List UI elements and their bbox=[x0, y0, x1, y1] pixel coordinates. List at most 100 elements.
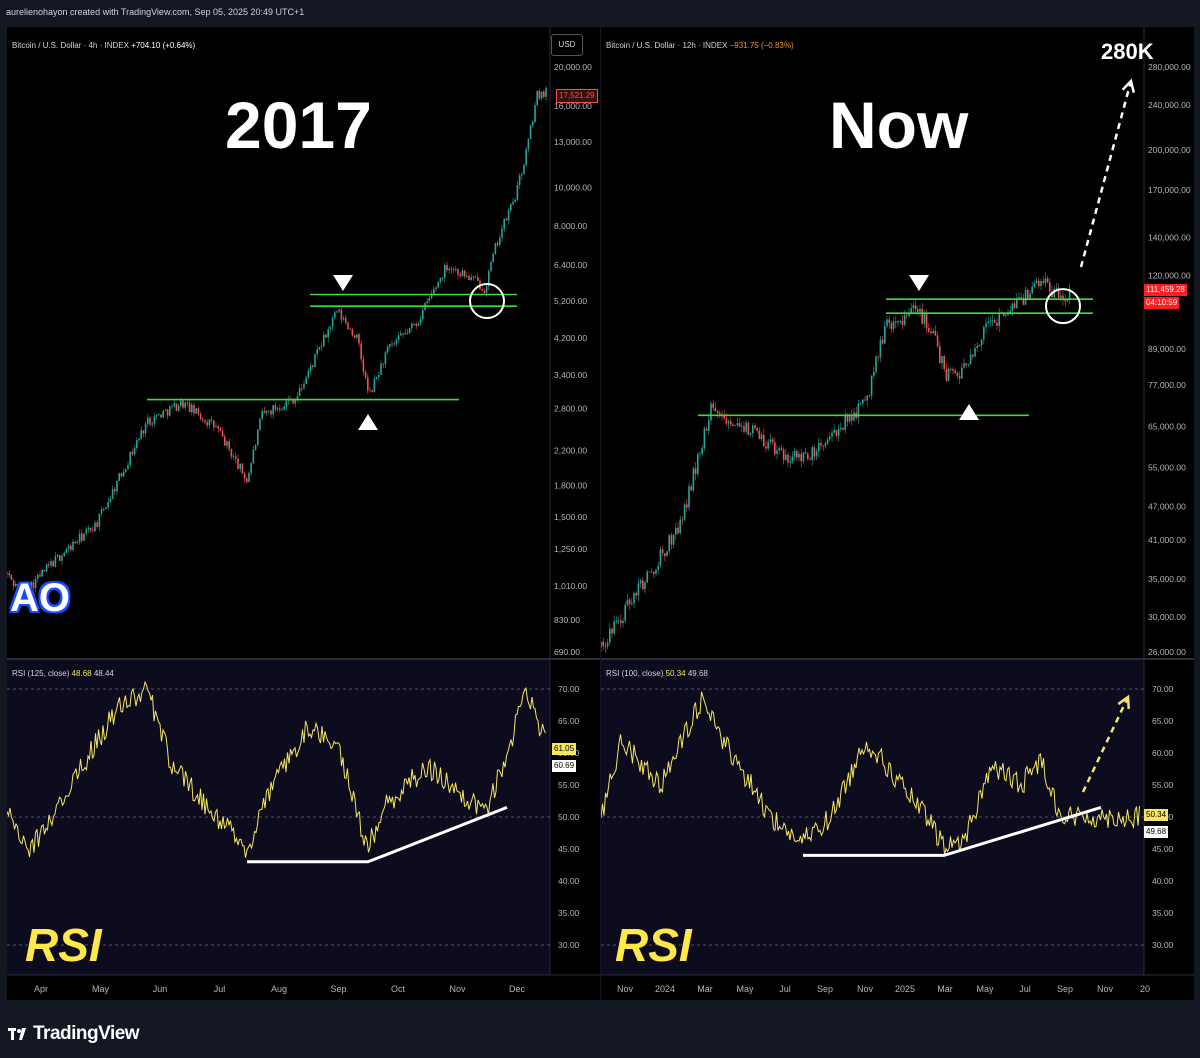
price-axis-label: 6,400.00 bbox=[554, 260, 587, 270]
candle-body bbox=[384, 352, 387, 365]
retest-circle-marker bbox=[1045, 288, 1081, 325]
candle-body bbox=[681, 519, 684, 521]
chart-panel-2017[interactable]: 20,000.00 16,000.00 13,000.00 10,000.00 8,00… bbox=[7, 27, 600, 1000]
candle-body bbox=[61, 555, 63, 561]
price-axis-label: 240,000.00 bbox=[1148, 100, 1191, 110]
candle-body bbox=[1035, 280, 1038, 284]
candle-body bbox=[19, 588, 21, 592]
candle-body bbox=[840, 428, 842, 430]
candle-body bbox=[56, 554, 59, 557]
candle-body bbox=[45, 564, 48, 572]
time-axis-label: Nov bbox=[449, 984, 466, 994]
candle-body bbox=[248, 472, 250, 483]
time-axis-label: Aug bbox=[271, 984, 287, 994]
candle-body bbox=[173, 403, 175, 407]
tradingview-logo[interactable]: TradingView bbox=[8, 1023, 140, 1045]
candle-body bbox=[180, 400, 182, 406]
candle-body bbox=[162, 410, 164, 418]
time-axis-label: Apr bbox=[34, 984, 48, 994]
candle-body bbox=[820, 442, 822, 446]
candle-body bbox=[780, 448, 783, 450]
candle-body bbox=[177, 405, 180, 411]
candle-body bbox=[1038, 280, 1040, 287]
candle-body bbox=[716, 411, 719, 413]
candle-body bbox=[941, 356, 943, 364]
candle-body bbox=[859, 403, 862, 405]
candle-body bbox=[668, 535, 670, 552]
price-axis-label: 280,000.00 bbox=[1148, 62, 1191, 72]
symbol-legend: Bitcoin / U.S. Dollar · 4h · INDEX +704.… bbox=[12, 41, 195, 50]
time-axis-label: 2025 bbox=[895, 984, 915, 994]
time-axis-label: Dec bbox=[509, 984, 526, 994]
candle-body bbox=[763, 434, 765, 447]
candle-body bbox=[1055, 287, 1058, 289]
candle-body bbox=[670, 535, 673, 545]
candle-body bbox=[701, 447, 703, 454]
candle-body bbox=[342, 318, 345, 320]
candle-body bbox=[243, 473, 246, 479]
candle-body bbox=[994, 320, 996, 323]
candle-body bbox=[43, 569, 46, 572]
candle-body bbox=[1057, 287, 1060, 298]
candle-body bbox=[697, 453, 699, 474]
candle-body bbox=[41, 569, 43, 577]
candle-body bbox=[710, 403, 712, 421]
candle-body bbox=[327, 329, 329, 338]
candle-body bbox=[523, 164, 525, 175]
candle-body bbox=[967, 364, 970, 366]
candle-body bbox=[213, 420, 215, 428]
price-axis-label: 77,000.00 bbox=[1148, 380, 1186, 390]
candle-body bbox=[793, 451, 796, 457]
candle-body bbox=[983, 327, 985, 340]
candle-body bbox=[688, 486, 690, 508]
candle-body bbox=[48, 564, 50, 566]
candle-body bbox=[928, 328, 930, 332]
candle-body bbox=[323, 334, 325, 347]
price-axis-label: 65,000.00 bbox=[1148, 421, 1186, 431]
candle-body bbox=[514, 199, 516, 202]
candle-body bbox=[866, 395, 868, 401]
candle-body bbox=[708, 420, 710, 431]
candle-body bbox=[477, 277, 479, 281]
candle-body bbox=[30, 582, 32, 592]
candle-body bbox=[331, 317, 334, 327]
candle-body bbox=[1027, 289, 1029, 300]
candle-body bbox=[507, 210, 510, 221]
time-axis-label: Jun bbox=[153, 984, 168, 994]
candle-body bbox=[815, 451, 818, 457]
currency-button[interactable]: USD bbox=[551, 34, 583, 56]
candle-body bbox=[274, 405, 277, 410]
chart-canvas-now[interactable]: 280,000.00 240,000.00 200,000.00 170,000.00… bbox=[601, 27, 1194, 1000]
candle-body bbox=[118, 473, 120, 481]
candle-body bbox=[771, 439, 774, 443]
last-price-tag: 17,521.29 bbox=[556, 89, 598, 103]
candle-body bbox=[369, 390, 371, 392]
candle-body bbox=[408, 327, 411, 334]
candle-body bbox=[131, 451, 134, 455]
candle-body bbox=[292, 399, 294, 404]
candle-body bbox=[714, 407, 717, 412]
candle-body bbox=[895, 321, 897, 323]
candle-body bbox=[791, 456, 794, 462]
candle-body bbox=[281, 409, 283, 411]
chart-canvas-2017[interactable]: 20,000.00 16,000.00 13,000.00 10,000.00 8,00… bbox=[7, 27, 600, 1000]
symbol-text: Bitcoin / U.S. Dollar · 4h · INDEX bbox=[12, 41, 129, 50]
price-axis-label: 1,250.00 bbox=[554, 544, 587, 554]
candle-body bbox=[908, 313, 910, 316]
candle-body bbox=[23, 589, 26, 597]
candle-body bbox=[272, 405, 274, 415]
price-axis-label: 5,200.00 bbox=[554, 296, 587, 306]
price-axis-label: 1,010.00 bbox=[554, 581, 587, 591]
candle-body bbox=[87, 527, 90, 530]
candle-body bbox=[334, 312, 336, 318]
rsi-legend: RSI (100, close) 50.34 49.68 bbox=[606, 669, 708, 678]
down-triangle-marker bbox=[909, 275, 929, 291]
candle-body bbox=[1022, 297, 1025, 305]
candle-body bbox=[690, 486, 692, 491]
candle-body bbox=[111, 489, 114, 499]
chart-panel-now[interactable]: 280,000.00 240,000.00 200,000.00 170,000.00… bbox=[601, 27, 1194, 1000]
candle-body bbox=[601, 641, 602, 648]
candle-body bbox=[655, 569, 657, 574]
ao-watermark: AO bbox=[10, 576, 70, 620]
candle-body bbox=[1029, 293, 1031, 300]
